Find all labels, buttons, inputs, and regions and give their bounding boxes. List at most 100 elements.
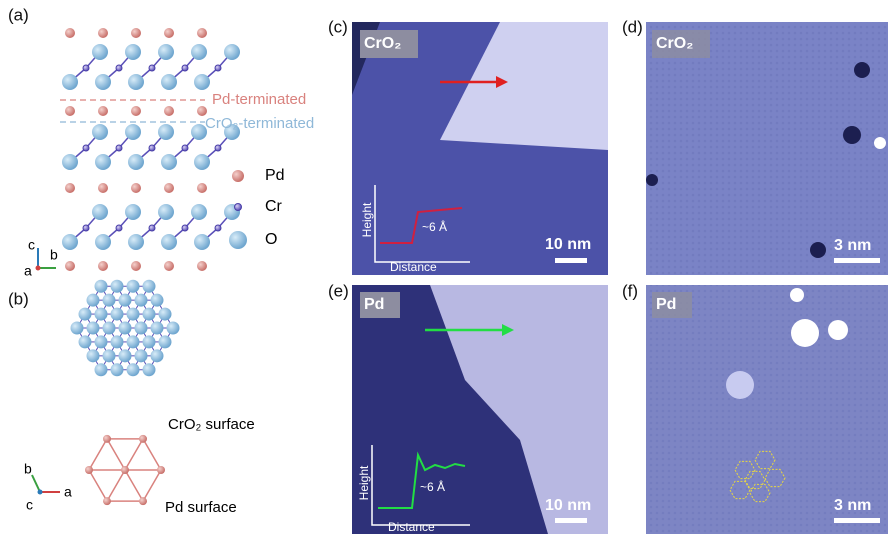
legend-swatch [229, 231, 247, 249]
surface-structure [71, 280, 180, 505]
o-atom [135, 294, 148, 307]
pd-atom [164, 183, 174, 193]
scale-bar [834, 258, 880, 263]
legend-swatch [235, 204, 242, 211]
o-atom [95, 280, 108, 293]
o-atom [158, 204, 174, 220]
scale-bar [834, 518, 880, 523]
pd-atom [98, 106, 108, 116]
pd-atom [65, 261, 75, 271]
o-atom [125, 204, 141, 220]
defect [843, 126, 861, 144]
annotation: Pd surface [165, 499, 237, 516]
pd-atom [131, 106, 141, 116]
panel-label: (c) [328, 17, 348, 36]
cr-atom [116, 145, 122, 151]
o-atom [143, 308, 156, 321]
o-atom [103, 349, 116, 362]
panel-label: (e) [328, 281, 349, 300]
cr-atom [182, 225, 188, 231]
crystal-structure [62, 28, 240, 271]
o-atom [135, 322, 148, 335]
o-atom [194, 234, 210, 250]
o-atom [127, 308, 140, 321]
scale-bar [555, 518, 587, 523]
pd-atom [65, 106, 75, 116]
scale-bar [555, 258, 587, 263]
pd-atom [157, 466, 165, 474]
pd-atom [65, 183, 75, 193]
o-atom [103, 322, 116, 335]
pd-atom [103, 497, 111, 505]
pd-atom [131, 183, 141, 193]
o-atom [143, 363, 156, 376]
axis-label: a [24, 263, 32, 279]
o-atom [95, 335, 108, 348]
o-atom [111, 280, 124, 293]
panel-label: (b) [8, 289, 29, 308]
defect [646, 174, 658, 186]
o-atom [159, 335, 172, 348]
o-atom [71, 322, 84, 335]
o-atom [87, 322, 100, 335]
o-atom [128, 74, 144, 90]
axis-arrow [32, 475, 40, 492]
o-atom [161, 74, 177, 90]
tag: Pd [656, 296, 676, 313]
o-atom [158, 44, 174, 60]
o-atom [161, 234, 177, 250]
o-atom [151, 294, 164, 307]
pd-atom [98, 28, 108, 38]
o-atom [111, 363, 124, 376]
pd-atom [131, 28, 141, 38]
o-atom [143, 335, 156, 348]
cr-atom [215, 225, 221, 231]
bond [125, 470, 143, 501]
axis-dot [36, 266, 41, 271]
o-atom [128, 154, 144, 170]
pd-atom [197, 28, 207, 38]
inset-axis-label: Distance [390, 260, 437, 274]
o-atom [62, 74, 78, 90]
axis-label: c [26, 497, 33, 513]
pd-atom [139, 435, 147, 443]
o-atom [127, 363, 140, 376]
axis-label: b [50, 247, 58, 263]
annotation: Pd-terminated [212, 91, 306, 108]
o-atom [119, 294, 132, 307]
o-atom [95, 154, 111, 170]
bond [125, 439, 143, 470]
pd-atom [121, 466, 129, 474]
pd-atom [98, 183, 108, 193]
axis-label: a [64, 484, 72, 500]
o-atom [62, 234, 78, 250]
pd-atom [139, 497, 147, 505]
defect [874, 137, 886, 149]
inset-axis-label: Distance [388, 520, 435, 534]
adatom [791, 319, 819, 347]
o-atom [158, 124, 174, 140]
inset-axis-label: Height [360, 202, 374, 237]
o-atom [119, 349, 132, 362]
scale-label: 10 nm [545, 236, 591, 253]
bond [143, 439, 161, 470]
cr-atom [215, 65, 221, 71]
o-atom [127, 335, 140, 348]
defect [854, 62, 870, 78]
axis-dot [38, 490, 43, 495]
pd-atom [164, 261, 174, 271]
scale-label: 10 nm [545, 497, 591, 514]
figure: (a) Pd-terminated CrO₂-terminated Pd Cr … [0, 0, 888, 534]
pd-atom [85, 466, 93, 474]
inset-axis-label: Height [357, 465, 371, 500]
o-atom [151, 322, 164, 335]
cr-atom [182, 145, 188, 151]
tag: Pd [364, 296, 384, 313]
annotation: ~6 Å [422, 219, 447, 234]
o-atom [62, 154, 78, 170]
bond [107, 470, 125, 501]
cr-atom [149, 65, 155, 71]
o-atom [125, 44, 141, 60]
annotation: CrO₂-terminated [205, 115, 314, 132]
o-atom [127, 280, 140, 293]
